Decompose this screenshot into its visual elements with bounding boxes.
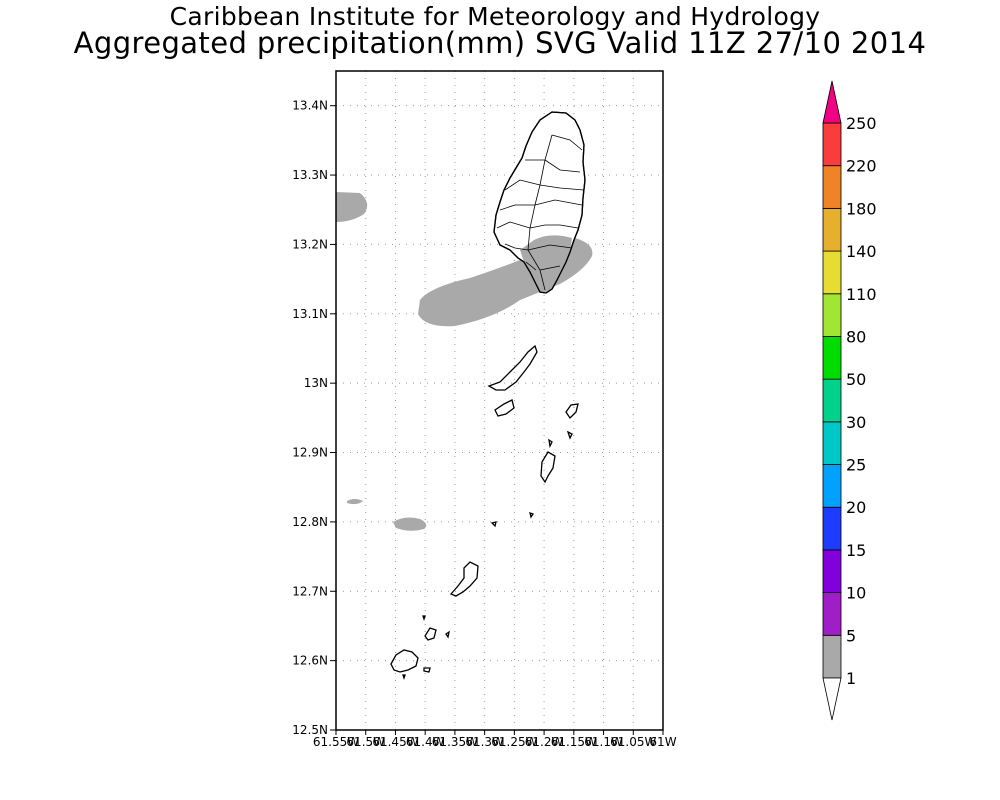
- colorbar-level-label: 140: [846, 242, 877, 261]
- main-island-shaded-south: [520, 235, 572, 293]
- lat-tick-label: 13N: [304, 376, 328, 390]
- colorbar-level-label: 80: [846, 327, 866, 346]
- colorbar-level-label: 15: [846, 541, 866, 560]
- lon-tick-label: 61.5W: [346, 735, 385, 749]
- colorbar-segment: [822, 634, 842, 679]
- watershed-lines: [496, 134, 585, 291]
- latitude-axis: 13.4N 13.3N 13.2N 13.1N 13N 12.9N 12.8N 12.7N 12…: [292, 99, 336, 737]
- colorbar-segment: [822, 506, 842, 551]
- island-southwest-dot: [423, 667, 431, 673]
- island-southwest: [390, 649, 419, 673]
- colorbar-segment: [822, 207, 842, 252]
- lon-tick-label: 61.35W: [432, 735, 478, 749]
- colorbar-segment: [822, 464, 842, 508]
- colorbar-level-label: 110: [846, 285, 877, 304]
- island-mid-east-b: [540, 451, 556, 484]
- colorbar-level-label: 50: [846, 370, 866, 389]
- colorbar-below-arrow: [822, 677, 842, 721]
- island-south-c: [445, 630, 450, 639]
- colorbar-segment: [822, 293, 842, 337]
- colorbar-segment: [822, 378, 842, 423]
- lon-tick-label: 61.15W: [551, 735, 597, 749]
- lon-tick-label: 61.45W: [372, 735, 418, 749]
- main-island-outline-overlay: [493, 111, 586, 294]
- island-small-north-b: [494, 399, 515, 417]
- island-southwest-dot-b: [402, 674, 406, 681]
- colorbar-level-label: 250: [846, 114, 877, 133]
- institute-title: Caribbean Institute for Meteorology and …: [169, 2, 821, 31]
- lat-tick-label: 12.6N: [292, 654, 328, 668]
- lat-tick-label: 12.9N: [292, 446, 328, 460]
- colorbar-segment: [822, 549, 842, 594]
- colorbar-segment: [822, 165, 842, 209]
- lon-tick-label: 61.1W: [584, 735, 623, 749]
- island-east-a: [565, 403, 579, 420]
- precip-area-west-edge: [336, 192, 368, 222]
- lon-tick-label: 61.4W: [406, 735, 445, 749]
- island-dot-b: [529, 512, 535, 519]
- longitude-axis: 61.55W61.5W61.45W61.4W61.35W61.3W61.25W6…: [313, 730, 677, 749]
- lat-tick-label: 13.2N: [292, 237, 328, 251]
- colorbar-level-label: 180: [846, 199, 877, 218]
- lon-tick-label: 61.25W: [491, 735, 537, 749]
- map-frame: [335, 70, 664, 731]
- island-small-north-a: [487, 344, 538, 391]
- colorbar-level-label: 220: [846, 157, 877, 176]
- lon-tick-label: 61.05W: [610, 735, 656, 749]
- colorbar-segment: [822, 250, 842, 295]
- colorbar-segment: [822, 122, 842, 167]
- lon-tick-label: 61.2W: [525, 735, 564, 749]
- island-dot-a: [490, 521, 497, 528]
- precip-area-small-center: [393, 517, 427, 531]
- lat-tick-label: 13.1N: [292, 307, 328, 321]
- lon-tick-label: 61W: [649, 735, 676, 749]
- island-tiny-north: [422, 615, 426, 622]
- colorbar-level-label: 25: [846, 456, 866, 475]
- island-mid-east-a: [548, 438, 553, 449]
- island-south-b: [424, 627, 437, 641]
- colorbar-level-label: 10: [846, 584, 866, 603]
- colorbar-segment: [822, 336, 842, 380]
- colorbar-segment: [822, 592, 842, 636]
- lat-tick-label: 12.8N: [292, 515, 328, 529]
- lat-tick-label: 13.4N: [292, 99, 328, 113]
- island-outlines: [390, 111, 586, 681]
- lon-tick-label: 61.55W: [313, 735, 359, 749]
- lat-tick-label: 12.7N: [292, 584, 328, 598]
- precip-area-small-west: [347, 499, 363, 505]
- colorbar-segment: [822, 421, 842, 465]
- colorbar-level-label: 30: [846, 413, 866, 432]
- lon-tick-label: 61.3W: [465, 735, 504, 749]
- colorbar-level-label: 5: [846, 626, 856, 645]
- colorbar-above-arrow: [822, 80, 842, 124]
- island-east-b: [566, 430, 573, 440]
- colorbar-level-label: 1: [846, 669, 856, 688]
- lat-tick-label: 12.5N: [292, 723, 328, 737]
- map-grid: [336, 71, 663, 730]
- product-title: Aggregated precipitation(mm) SVG Valid 1…: [73, 26, 927, 60]
- colorbar-level-label: 20: [846, 498, 866, 517]
- island-south-a: [449, 561, 479, 597]
- lat-tick-label: 13.3N: [292, 168, 328, 182]
